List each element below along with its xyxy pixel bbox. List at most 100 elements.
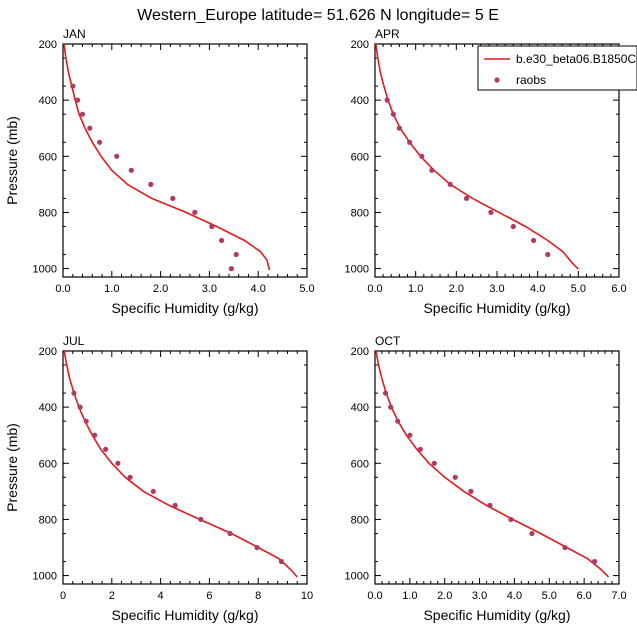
y-tick-label: 200: [39, 39, 57, 51]
raobs-point: [452, 474, 458, 480]
x-tick-label: 6.0: [611, 283, 626, 295]
raobs-point: [463, 195, 470, 201]
x-tick-label: 2: [109, 590, 115, 602]
x-tick-label: 5.0: [571, 283, 586, 295]
y-tick-label: 200: [351, 346, 369, 358]
y-tick-label: 1000: [345, 571, 369, 583]
legend-box: [477, 45, 637, 91]
raobs-point: [127, 474, 133, 480]
panel-jan: JAN 0.0 1.0 2.0 3.0 4.0 5.0 200 400 600 800 1000 Spe…: [4, 27, 315, 316]
y-tick-label: 200: [351, 39, 369, 51]
x-tick-label: 4.0: [507, 590, 522, 602]
panel-apr: APR 0.0 1.0 2.0 3.0 4.0 5.0 6.0 200 400 600 800 1000…: [345, 27, 627, 316]
raobs-point: [545, 251, 551, 258]
x-tick-label: 2.0: [449, 283, 464, 295]
raobs-point: [382, 390, 389, 396]
y-tick-label: 600: [351, 151, 369, 163]
y-tick-label: 600: [351, 458, 369, 470]
raobs-point: [407, 139, 413, 145]
raobs-point: [97, 139, 103, 145]
raobs-point: [71, 390, 77, 396]
panel-title: OCT: [375, 334, 401, 348]
raobs-point: [128, 167, 134, 173]
x-tick-label: 0: [60, 590, 66, 602]
raobs-point: [429, 167, 435, 173]
x-tick-label: 1.0: [408, 283, 423, 295]
raobs-point: [209, 223, 215, 230]
raobs-point: [70, 83, 76, 89]
raobs-point: [407, 432, 413, 438]
raobs-point: [192, 209, 198, 215]
y-tick-label: 600: [39, 458, 57, 470]
y-tick-label: 800: [39, 514, 57, 526]
raobs-point: [508, 516, 514, 523]
raobs-point: [384, 97, 390, 103]
raobs-point: [103, 446, 109, 452]
panel-title: APR: [375, 27, 400, 41]
raobs-point: [417, 446, 423, 452]
x-tick-label: 2.0: [153, 283, 168, 295]
raobs-point: [562, 544, 568, 551]
y-tick-label: 600: [39, 151, 57, 163]
y-axis-title: Pressure (mb): [4, 423, 20, 512]
raobs-point: [233, 251, 239, 258]
raobs-point: [114, 153, 120, 159]
legend: b.e30_beta06.B1850C raobs: [477, 45, 637, 91]
raobs-point: [254, 544, 260, 551]
raobs-point: [592, 558, 598, 565]
raobs-point: [447, 181, 453, 187]
x-tick-label: 5.0: [299, 283, 314, 295]
panel-title: JUL: [63, 334, 85, 348]
y-tick-label: 800: [351, 514, 369, 526]
raobs-point: [487, 502, 493, 508]
raobs-point: [529, 530, 535, 537]
plot-frame: [62, 43, 308, 278]
x-tick-label: 4.0: [530, 283, 545, 295]
raobs-point: [388, 404, 394, 410]
x-tick-label: 1.0: [104, 283, 119, 295]
raobs-point: [92, 432, 98, 438]
x-tick-label: 6.0: [576, 590, 591, 602]
plot-frame: [62, 350, 308, 585]
x-tick-label: 6: [206, 590, 212, 602]
raobs-point: [227, 530, 233, 537]
y-axis-title: Pressure (mb): [4, 116, 20, 205]
raobs-point: [395, 418, 401, 424]
y-tick-label: 800: [39, 207, 57, 219]
raobs-point: [170, 195, 176, 201]
x-tick-label: 4: [158, 590, 164, 602]
raobs-point: [198, 516, 204, 523]
panel-title: JAN: [63, 27, 86, 41]
y-tick-label: 200: [39, 346, 57, 358]
x-tick-label: 1.0: [402, 590, 417, 602]
y-tick-label: 1000: [33, 571, 57, 583]
y-tick-label: 1000: [33, 264, 57, 276]
raobs-point: [228, 266, 234, 272]
x-tick-label: 7.0: [611, 590, 626, 602]
x-tick-label: 0.0: [55, 283, 70, 295]
x-tick-label: 2.0: [437, 590, 452, 602]
raobs-point: [150, 488, 156, 494]
figure-title: Western_Europe latitude= 51.626 N longit…: [137, 7, 499, 24]
raobs-point: [431, 460, 437, 466]
y-tick-label: 800: [351, 207, 369, 219]
x-tick-label: 0.0: [367, 590, 382, 602]
legend-model-label: b.e30_beta06.B1850C: [516, 52, 636, 66]
raobs-point: [390, 111, 396, 117]
raobs-point: [83, 418, 89, 424]
x-tick-label: 5.0: [542, 590, 557, 602]
plot-frame: [374, 350, 620, 585]
raobs-point: [396, 125, 402, 131]
raobs-point: [219, 237, 225, 244]
x-axis-title: Specific Humidity (g/kg): [111, 607, 258, 623]
raobs-point: [115, 460, 121, 466]
panel-jul: JUL 0 2 4 6 8 10 200 400 600 800 1000 Specific Humid…: [4, 334, 313, 623]
raobs-point: [278, 558, 284, 565]
y-tick-label: 400: [39, 95, 57, 107]
raobs-point: [77, 404, 83, 410]
raobs-point: [172, 502, 178, 508]
raobs-point: [419, 153, 425, 159]
y-tick-label: 400: [39, 402, 57, 414]
raobs-point: [510, 223, 516, 230]
